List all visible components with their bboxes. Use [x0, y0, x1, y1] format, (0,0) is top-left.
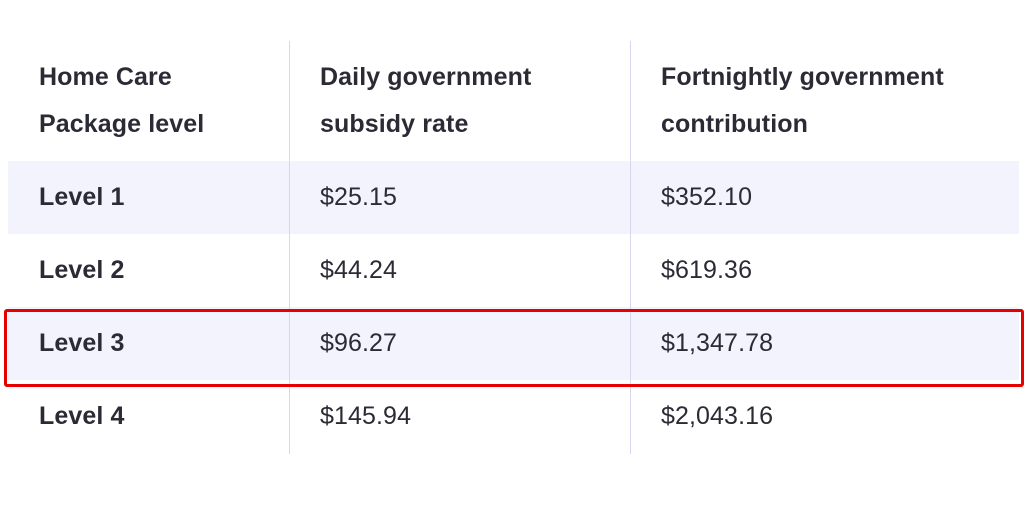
cell-daily-rate: $25.15 — [320, 183, 398, 211]
header-package-level: Home Care Package level — [8, 41, 289, 161]
cell-fortnightly: $2,043.16 — [661, 402, 774, 430]
column-divider-2 — [630, 41, 631, 454]
cell-level: Level 1 — [39, 183, 125, 211]
cell-level: Level 3 — [39, 329, 125, 357]
table-header-row: Home Care Package level Daily government… — [8, 41, 1019, 161]
header-daily-rate-line1: Daily government — [320, 63, 532, 91]
header-daily-rate: Daily government subsidy rate — [289, 41, 630, 161]
cell-level: Level 2 — [39, 256, 125, 284]
header-fortnightly-line1: Fortnightly government — [661, 63, 944, 91]
header-package-level-line1: Home Care — [39, 63, 172, 91]
cell-daily-rate: $145.94 — [320, 402, 412, 430]
cell-level: Level 4 — [39, 402, 125, 430]
cell-fortnightly: $1,347.78 — [661, 329, 774, 357]
cell-fortnightly: $352.10 — [661, 183, 753, 211]
header-fortnightly-contribution: Fortnightly government contribution — [630, 41, 1019, 161]
column-divider-1 — [289, 41, 290, 454]
table-row-level-3: Level 3 $96.27 $1,347.78 — [8, 307, 1019, 380]
cell-daily-rate: $96.27 — [320, 329, 398, 357]
cell-fortnightly: $619.36 — [661, 256, 753, 284]
table-row-level-1: Level 1 $25.15 $352.10 — [8, 161, 1019, 234]
table-row-level-4: Level 4 $145.94 $2,043.16 — [8, 380, 1019, 453]
cell-daily-rate: $44.24 — [320, 256, 398, 284]
header-daily-rate-line2: subsidy rate — [320, 110, 469, 138]
table-row-level-2: Level 2 $44.24 $619.36 — [8, 234, 1019, 307]
header-package-level-line2: Package level — [39, 110, 205, 138]
home-care-subsidy-table: Home Care Package level Daily government… — [8, 41, 1019, 453]
header-fortnightly-line2: contribution — [661, 110, 809, 138]
